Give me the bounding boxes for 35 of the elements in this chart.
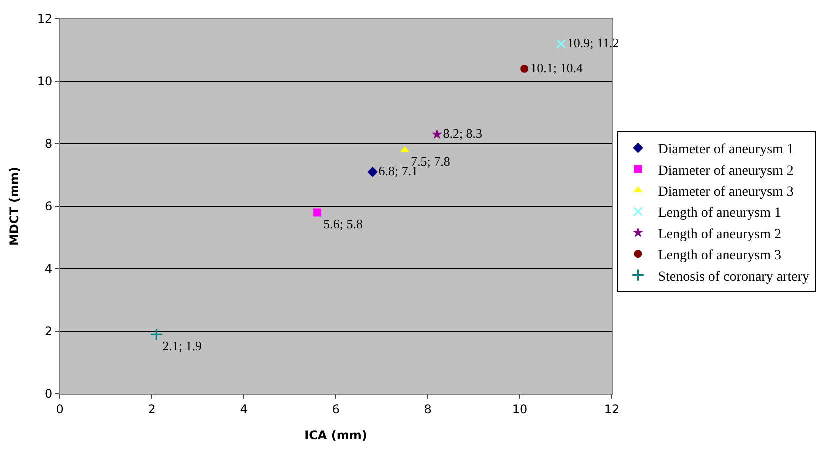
data-label: 7.5; 7.8 bbox=[411, 154, 450, 169]
x-tick-label: 12 bbox=[604, 402, 620, 416]
data-label: 5.6; 5.8 bbox=[324, 216, 363, 232]
legend-label: Diameter of aneurysm 1 bbox=[658, 142, 794, 158]
data-label: 10.9; 11.2 bbox=[567, 35, 620, 50]
x-tick-label: 8 bbox=[424, 402, 432, 416]
data-label: 2.1; 1.9 bbox=[162, 338, 202, 354]
x-axis-title: ICA (mm) bbox=[304, 428, 368, 442]
x-tick-label: 0 bbox=[56, 402, 64, 416]
y-tick-label: 12 bbox=[37, 12, 53, 26]
point bbox=[520, 65, 529, 73]
y-tick-label: 6 bbox=[44, 200, 53, 214]
x-tick-label: 6 bbox=[332, 402, 340, 416]
point bbox=[150, 328, 163, 341]
y-axis-title: MDCT (mm) bbox=[8, 166, 22, 246]
y-tick-label: 10 bbox=[37, 74, 53, 89]
data-label: 10.1; 10.4 bbox=[530, 60, 584, 76]
x-tick-label: 10 bbox=[512, 402, 528, 416]
legend-label: Stenosis of coronary artery bbox=[658, 270, 810, 285]
point bbox=[368, 166, 378, 178]
legend-label: Diameter of aneurysm 3 bbox=[658, 184, 794, 200]
y-tick-label: 4 bbox=[44, 262, 53, 276]
point bbox=[432, 129, 443, 140]
legend-label: Length of aneurysm 2 bbox=[658, 227, 782, 242]
y-tick-label: 8 bbox=[44, 137, 53, 152]
legend-label: Length of aneurysm 3 bbox=[658, 248, 782, 264]
point bbox=[556, 39, 566, 49]
x-tick-label: 2 bbox=[148, 402, 156, 416]
x-tick-label: 4 bbox=[240, 402, 248, 416]
data-label: 8.2; 8.3 bbox=[443, 126, 483, 141]
legend-label: Length of aneurysm 1 bbox=[658, 206, 782, 222]
y-tick-label: 0 bbox=[44, 387, 53, 402]
y-tick-label: 2 bbox=[44, 324, 53, 339]
legend-label: Diameter of aneurysm 2 bbox=[658, 164, 794, 179]
point bbox=[314, 208, 322, 217]
